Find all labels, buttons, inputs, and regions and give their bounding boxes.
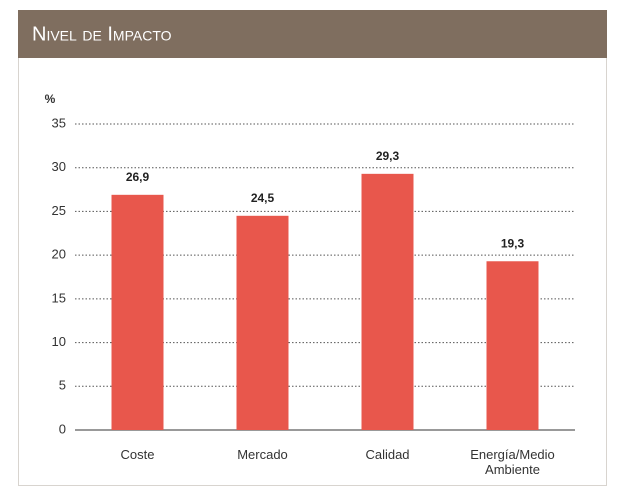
bar (236, 215, 289, 430)
x-tick-label: Mercado (237, 447, 288, 462)
y-tick-label: 0 (59, 421, 66, 436)
bar (486, 261, 539, 430)
bar (361, 173, 414, 430)
x-tick-label: Coste (120, 447, 155, 462)
x-tick-label-box: Mercado (237, 447, 288, 462)
y-tick-label: 25 (52, 203, 66, 218)
y-axis-label: % (45, 92, 56, 106)
y-tick-label: 20 (52, 247, 66, 262)
x-tick-label-box: Coste (120, 447, 155, 462)
value-label: 24,5 (251, 191, 275, 205)
value-label: 19,3 (501, 236, 525, 250)
y-tick-label: 35 (52, 115, 66, 130)
y-tick-label: 10 (52, 334, 66, 349)
y-tick-label: 5 (59, 378, 66, 393)
chart-title: Nivel de Impacto (32, 23, 172, 45)
value-label: 29,3 (376, 149, 400, 163)
x-tick-label: Energía/Medio Ambiente (470, 447, 555, 477)
x-tick-label-box: Energía/Medio Ambiente (470, 447, 555, 477)
value-label: 26,9 (126, 170, 150, 184)
y-tick-label: 30 (52, 159, 66, 174)
x-tick-label: Calidad (365, 447, 410, 462)
y-tick-label: 15 (52, 290, 66, 305)
bar (111, 194, 164, 430)
x-tick-label-box: Calidad (365, 447, 410, 462)
header-bar (18, 10, 607, 58)
